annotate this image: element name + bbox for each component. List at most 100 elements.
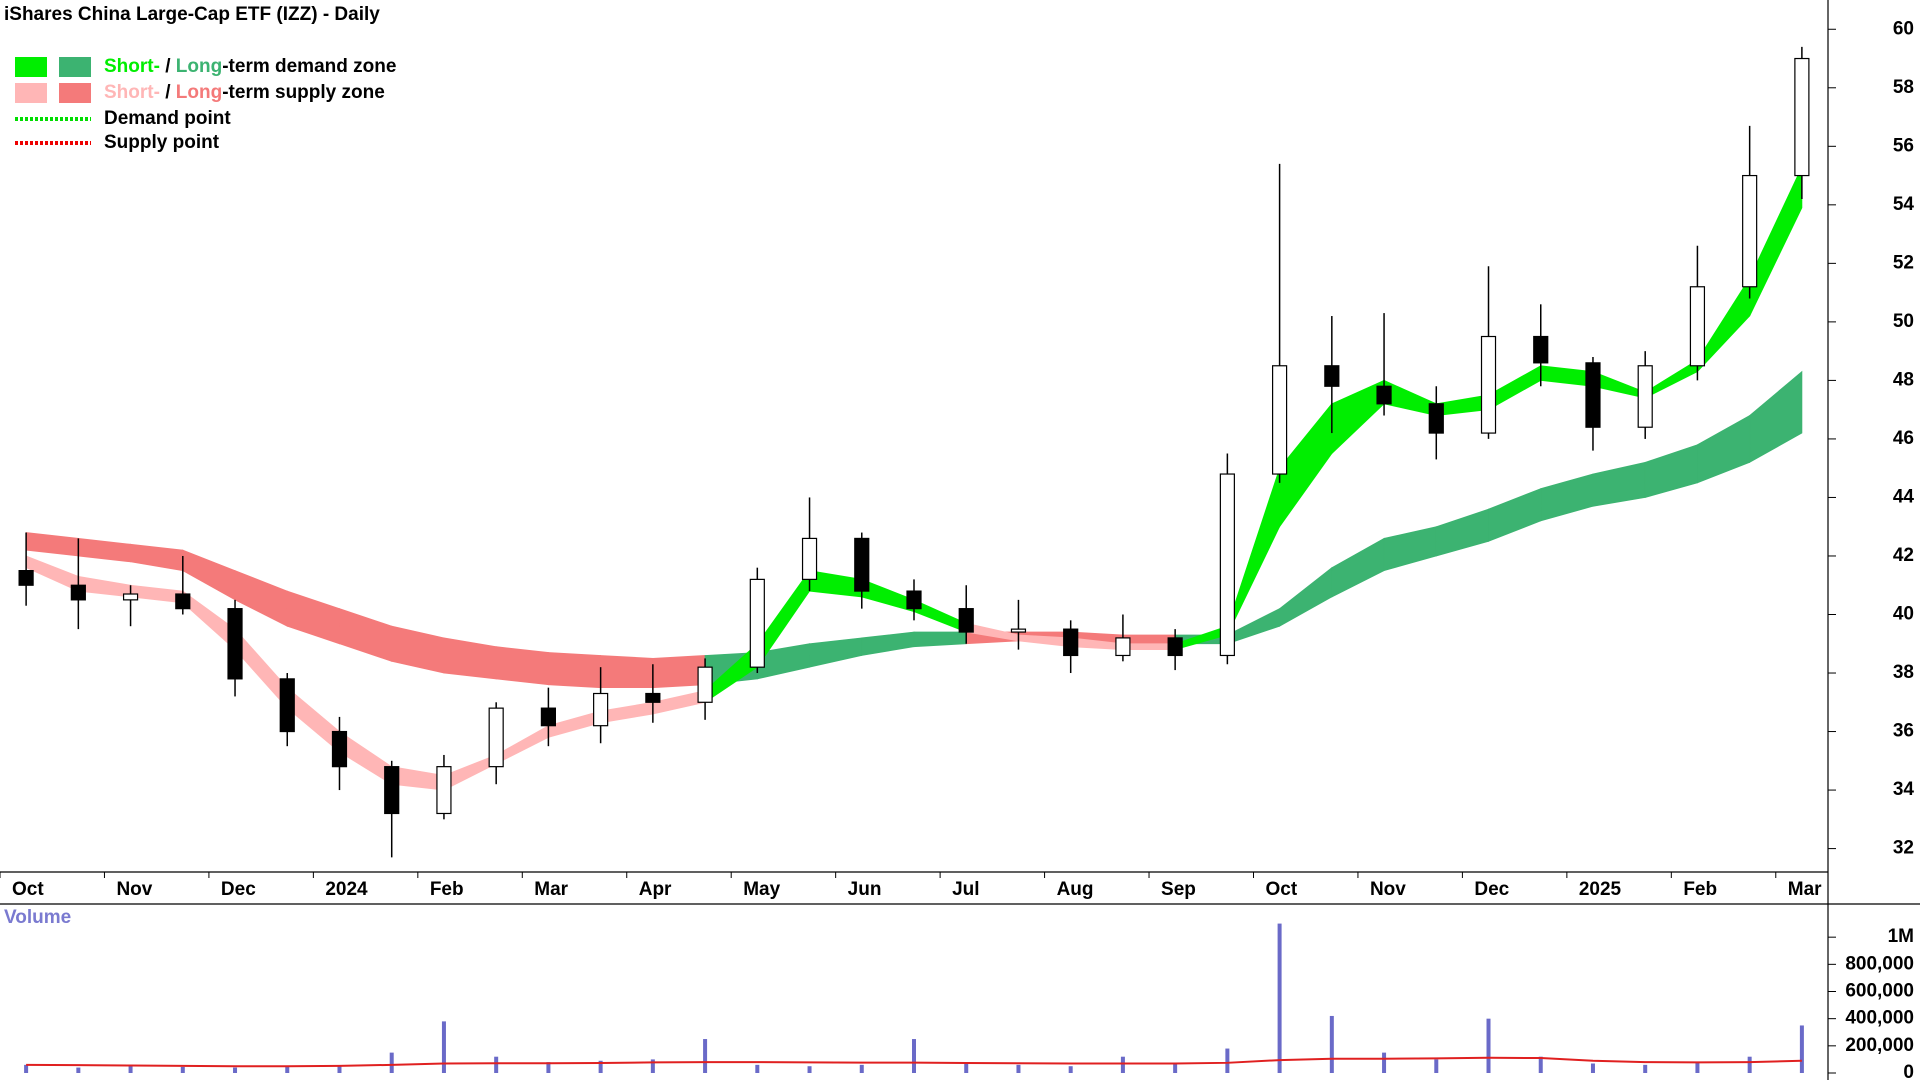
volume-bar: [1486, 1018, 1491, 1073]
candle-body: [1271, 365, 1288, 475]
candle-body: [1689, 286, 1706, 367]
volume-bar: [441, 1021, 446, 1073]
x-tick-label: Jul: [952, 879, 979, 900]
candle-body: [958, 608, 974, 633]
long-term-zone: [913, 631, 967, 648]
volume-title: Volume: [4, 907, 71, 928]
candle-body: [1219, 473, 1235, 657]
legend-label: Short- / Long-term supply zone: [104, 82, 385, 103]
candle-body: [1794, 57, 1810, 177]
candle-body: [1063, 628, 1079, 657]
candle-body: [1480, 335, 1497, 434]
y-tick-label: 44: [1893, 486, 1915, 507]
x-tick-label: Mar: [534, 879, 568, 900]
long-term-zone: [600, 655, 654, 689]
legend-text: -term demand zone: [222, 56, 396, 77]
candle-body: [697, 666, 713, 703]
volume-bar: [337, 1066, 342, 1073]
volume-bar: [285, 1066, 290, 1073]
candle-body: [906, 590, 922, 610]
x-tick-label: Jun: [848, 879, 882, 900]
x-tick-label: 2024: [325, 879, 368, 900]
volume-bar: [494, 1056, 499, 1073]
candle-body: [1167, 637, 1183, 657]
x-tick-label: Oct: [12, 879, 44, 900]
legend-text: Long: [176, 82, 222, 103]
y-tick-label: 48: [1893, 369, 1914, 390]
volume-tick-label: 400,000: [1845, 1008, 1914, 1029]
volume-bar: [650, 1059, 655, 1073]
legend-label: Demand point: [104, 108, 231, 129]
long-term-zone: [548, 652, 602, 689]
y-tick-label: 52: [1893, 252, 1914, 273]
volume-bar: [24, 1064, 29, 1073]
legend-text: /: [160, 82, 176, 103]
legend-swatch: [59, 57, 91, 77]
volume-bar: [1120, 1056, 1125, 1073]
y-tick-label: 40: [1893, 604, 1914, 625]
volume-bar: [1329, 1015, 1334, 1073]
volume-tick-label: 0: [1903, 1062, 1914, 1080]
volume-bar: [180, 1066, 185, 1073]
volume-bar: [1434, 1059, 1439, 1073]
x-tick-label: Mar: [1788, 879, 1822, 900]
volume-bar: [1382, 1052, 1387, 1073]
x-tick-label: Dec: [221, 879, 256, 900]
chart-title: iShares China Large-Cap ETF (IZZ) - Dail…: [4, 4, 380, 25]
candle-body: [854, 537, 870, 592]
volume-bar: [1643, 1064, 1648, 1073]
candle-body: [1637, 365, 1653, 428]
volume-bar: [1590, 1063, 1595, 1073]
volume-bar: [598, 1060, 603, 1073]
volume-tick-label: 200,000: [1845, 1035, 1914, 1056]
x-tick-label: Dec: [1474, 879, 1509, 900]
x-tick-label: 2025: [1579, 879, 1622, 900]
y-tick-label: 32: [1893, 838, 1914, 859]
y-tick-label: 34: [1893, 779, 1915, 800]
x-tick-label: Feb: [430, 879, 464, 900]
y-tick-label: 60: [1893, 18, 1914, 39]
candle-body: [122, 593, 139, 601]
volume-bar: [1799, 1025, 1804, 1073]
y-tick-label: 58: [1893, 77, 1914, 98]
volume-bar: [1695, 1062, 1700, 1073]
legend-text: Short-: [104, 56, 160, 77]
candle-body: [1742, 174, 1758, 288]
y-tick-label: 50: [1893, 311, 1914, 332]
candle-body: [488, 707, 504, 768]
volume-bar: [233, 1067, 238, 1073]
long-term-zone: [1122, 634, 1176, 645]
x-tick-label: Feb: [1683, 879, 1717, 900]
x-tick-label: Sep: [1161, 879, 1196, 900]
volume-bar: [703, 1039, 708, 1073]
volume-bar: [1277, 923, 1282, 1073]
volume-bar: [912, 1039, 916, 1073]
legend-text: -term supply zone: [222, 82, 385, 103]
candle-body: [331, 730, 348, 768]
y-tick-label: 38: [1893, 662, 1914, 683]
volume-bar: [389, 1052, 394, 1073]
candle-body: [436, 766, 452, 815]
candle-body: [645, 692, 661, 703]
volume-bar: [76, 1067, 81, 1073]
y-tick-label: 56: [1893, 135, 1914, 156]
x-tick-label: Nov: [116, 879, 152, 900]
candle-body: [1585, 362, 1601, 428]
candle-body: [384, 766, 400, 815]
volume-bar: [1068, 1066, 1073, 1073]
volume-bar: [546, 1062, 551, 1073]
volume-tick-label: 1M: [1888, 926, 1914, 947]
candle-body: [749, 578, 765, 668]
legend-swatch: [15, 57, 47, 77]
candle-body: [1533, 335, 1549, 364]
x-tick-label: Aug: [1057, 879, 1094, 900]
legend-label: Supply point: [104, 132, 220, 153]
volume-bar: [755, 1064, 760, 1073]
long-term-zone: [495, 646, 549, 686]
long-term-zone: [652, 655, 706, 689]
x-tick-label: May: [743, 879, 780, 900]
volume-bar: [1747, 1056, 1752, 1073]
y-tick-label: 36: [1893, 721, 1914, 742]
